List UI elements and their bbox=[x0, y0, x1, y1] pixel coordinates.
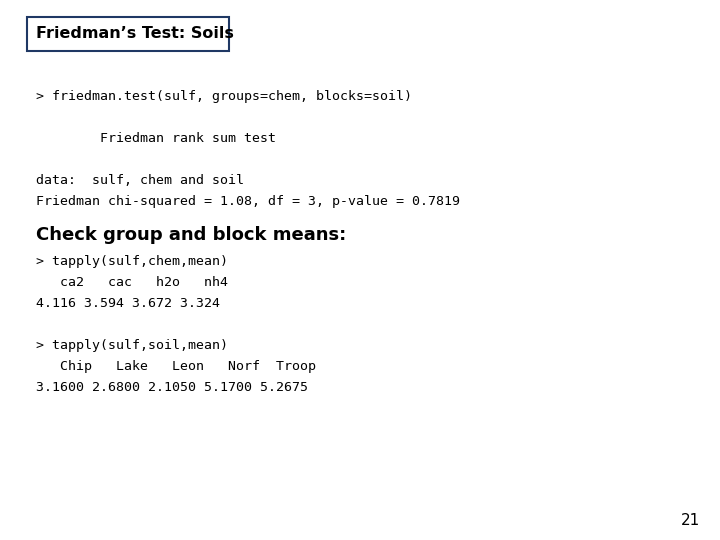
Text: ca2   cac   h2o   nh4: ca2 cac h2o nh4 bbox=[36, 276, 228, 289]
FancyBboxPatch shape bbox=[27, 17, 229, 51]
Text: Check group and block means:: Check group and block means: bbox=[36, 226, 346, 244]
Text: data:  sulf, chem and soil: data: sulf, chem and soil bbox=[36, 174, 244, 187]
Text: Friedman’s Test: Soils: Friedman’s Test: Soils bbox=[36, 26, 234, 42]
Text: 3.1600 2.6800 2.1050 5.1700 5.2675: 3.1600 2.6800 2.1050 5.1700 5.2675 bbox=[36, 381, 308, 394]
Text: > tapply(sulf,soil,mean): > tapply(sulf,soil,mean) bbox=[36, 339, 228, 352]
Text: > tapply(sulf,chem,mean): > tapply(sulf,chem,mean) bbox=[36, 255, 228, 268]
Text: Friedman chi-squared = 1.08, df = 3, p-value = 0.7819: Friedman chi-squared = 1.08, df = 3, p-v… bbox=[36, 195, 460, 208]
Text: Friedman rank sum test: Friedman rank sum test bbox=[36, 132, 276, 145]
Text: Chip   Lake   Leon   Norf  Troop: Chip Lake Leon Norf Troop bbox=[36, 360, 316, 373]
Text: > friedman.test(sulf, groups=chem, blocks=soil): > friedman.test(sulf, groups=chem, block… bbox=[36, 90, 412, 103]
Text: 4.116 3.594 3.672 3.324: 4.116 3.594 3.672 3.324 bbox=[36, 297, 220, 310]
Text: 21: 21 bbox=[680, 513, 700, 528]
